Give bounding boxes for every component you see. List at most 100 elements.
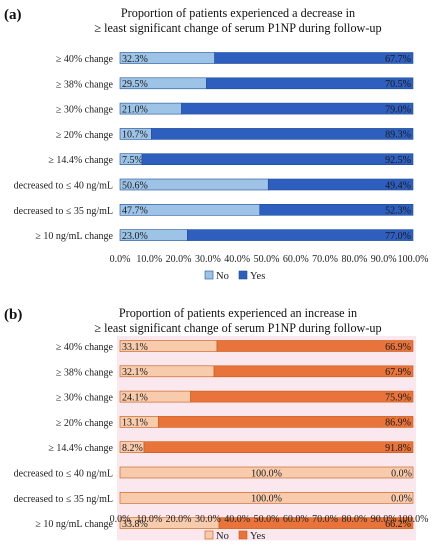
data-label: 33.1%: [122, 342, 148, 353]
x-tick-label: 50.0%: [254, 514, 280, 525]
x-tick-label: 40.0%: [224, 514, 250, 525]
x-tick-label: 60.0%: [283, 254, 309, 265]
category-label: ≥ 30% change: [56, 105, 114, 116]
legend-swatch-yes: [238, 530, 248, 540]
data-label: 89.3%: [385, 130, 411, 141]
x-tick-label: 90.0%: [371, 514, 397, 525]
data-label: 86.9%: [385, 418, 411, 429]
x-tick-label: 40.0%: [224, 254, 250, 265]
category-label: ≥ 30% change: [56, 393, 114, 404]
x-tick-label: 10.0%: [136, 254, 162, 265]
bar-segment-no: [119, 466, 414, 479]
legend-swatch-yes: [238, 270, 248, 280]
legend-label: No: [216, 531, 229, 542]
x-tick-label: 70.0%: [312, 254, 338, 265]
category-label: decreased to ≤ 40 ng/mL: [14, 469, 113, 480]
data-label: 100.0%: [251, 468, 282, 479]
x-tick-label: 20.0%: [166, 254, 192, 265]
data-label: 77.0%: [385, 231, 411, 242]
category-label: ≥ 40% change: [56, 342, 114, 353]
chart-title-line: ≥ least significant change of serum P1NP…: [94, 321, 381, 335]
x-tick-label: 0.0%: [110, 514, 131, 525]
x-tick-label: 50.0%: [254, 254, 280, 265]
category-label: ≥ 20% change: [56, 130, 114, 141]
bar-segment-yes: [190, 390, 414, 403]
category-label: ≥ 10 ng/mL change: [35, 231, 113, 242]
chart-title-line: ≥ least significant change of serum P1NP…: [94, 21, 381, 35]
category-label: decreased to ≤ 40 ng/mL: [14, 181, 113, 192]
data-label: 0.0%: [391, 468, 412, 479]
bar-segment-no: [119, 491, 414, 504]
bar-segment-yes: [267, 178, 414, 191]
chart-panel-2: (b) Proportion of patients experienced an…: [4, 306, 428, 542]
legend-swatch-no: [204, 530, 214, 540]
legend-swatch-no: [204, 270, 214, 280]
chart-title-line: Proportion of patients experienced a dec…: [121, 6, 355, 20]
legend: No Yes: [204, 530, 265, 542]
data-label: 49.4%: [385, 180, 411, 191]
category-label: ≥ 14.4% change: [48, 443, 113, 454]
x-tick-label: 100.0%: [398, 514, 429, 525]
x-tick-label: 10.0%: [136, 514, 162, 525]
data-label: 75.9%: [385, 392, 411, 403]
data-label: 66.9%: [385, 342, 411, 353]
bar-segment-yes: [181, 102, 414, 115]
x-tick-label: 70.0%: [312, 514, 338, 525]
category-label: ≥ 40% change: [56, 54, 114, 65]
x-tick-label: 60.0%: [283, 514, 309, 525]
data-label: 50.6%: [122, 180, 148, 191]
x-tick-label: 30.0%: [195, 514, 221, 525]
panel-label: (a): [4, 7, 22, 23]
bar-segment-yes: [206, 77, 414, 90]
data-label: 32.3%: [122, 54, 148, 65]
data-label: 67.9%: [385, 367, 411, 378]
x-tick-label: 0.0%: [110, 254, 131, 265]
data-label: 91.8%: [385, 443, 411, 454]
bar-segment-yes: [141, 153, 414, 165]
x-tick-label: 80.0%: [341, 254, 367, 265]
data-label: 24.1%: [122, 392, 148, 403]
data-label: 32.1%: [122, 367, 148, 378]
bar-segment-yes: [214, 52, 414, 64]
chart-panel-1: (a) Proportion of patients experienced a …: [4, 6, 428, 282]
data-label: 21.0%: [122, 104, 148, 115]
bar-segment-yes: [216, 340, 414, 352]
legend: No Yes: [204, 270, 265, 282]
bar-segment-yes: [151, 128, 414, 140]
category-label: ≥ 38% change: [56, 79, 114, 90]
chart-title-line: Proportion of patients experienced an in…: [119, 306, 357, 320]
category-label: ≥ 10 ng/mL change: [35, 519, 113, 530]
x-tick-label: 30.0%: [195, 254, 221, 265]
panel-label: (b): [4, 307, 22, 323]
category-label: decreased to ≤ 35 ng/mL: [14, 494, 113, 505]
category-label: ≥ 38% change: [56, 367, 114, 378]
data-label: 70.5%: [385, 79, 411, 90]
data-label: 67.7%: [385, 54, 411, 65]
data-label: 8.2%: [122, 443, 143, 454]
data-label: 29.5%: [122, 79, 148, 90]
data-label: 52.3%: [385, 206, 411, 217]
category-label: decreased to ≤ 35 ng/mL: [14, 206, 113, 217]
legend-label: No: [216, 271, 229, 282]
data-label: 66.2%: [385, 519, 411, 530]
data-label: 0.0%: [391, 494, 412, 505]
bar-segment-yes: [213, 365, 414, 378]
data-label: 100.0%: [251, 494, 282, 505]
category-label: ≥ 20% change: [56, 418, 114, 429]
data-label: 10.7%: [122, 130, 148, 141]
x-tick-label: 100.0%: [398, 254, 429, 265]
bar-segment-yes: [143, 441, 414, 454]
legend-label: Yes: [250, 271, 265, 282]
legend-label: Yes: [250, 531, 265, 542]
x-tick-label: 90.0%: [371, 254, 397, 265]
data-label: 92.5%: [385, 155, 411, 166]
data-label: 47.7%: [122, 206, 148, 217]
data-label: 79.0%: [385, 104, 411, 115]
x-tick-label: 80.0%: [341, 514, 367, 525]
bar-segment-yes: [218, 517, 414, 529]
bar-segment-yes: [187, 229, 414, 241]
data-label: 7.5%: [122, 155, 143, 166]
category-label: ≥ 14.4% change: [48, 155, 113, 166]
x-tick-label: 20.0%: [166, 514, 192, 525]
